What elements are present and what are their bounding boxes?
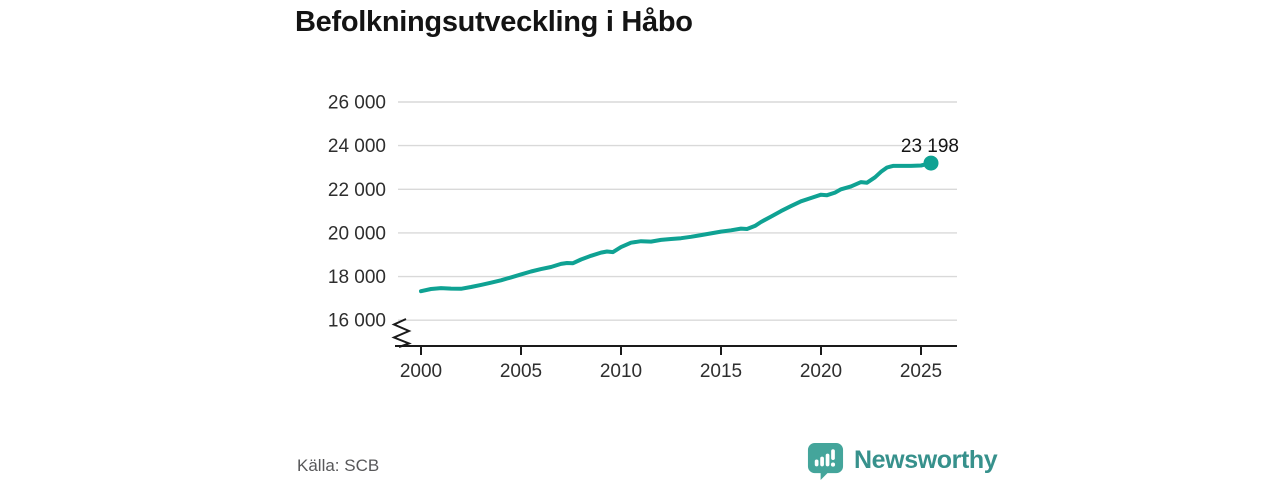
bar-chart-glyph <box>814 449 836 467</box>
x-axis-tick-label: 2005 <box>500 361 542 382</box>
x-axis-tick-label: 2010 <box>600 361 642 382</box>
x-axis-tick-label: 2020 <box>800 361 842 382</box>
y-axis-tick-label: 18 000 <box>328 267 386 288</box>
speech-bubble-shape <box>807 442 844 480</box>
y-axis-break-zigzag <box>391 318 412 348</box>
source-note: Källa: SCB <box>297 456 380 475</box>
population-series-line <box>419 161 933 294</box>
y-axis-tick-label: 20 000 <box>328 223 386 244</box>
x-axis-tick-label: 2015 <box>700 361 742 382</box>
y-axis-tick-label: 24 000 <box>328 136 386 157</box>
newsworthy-logo: Newsworthy <box>806 441 998 480</box>
latest-value-label: 23 198 <box>901 136 959 157</box>
newsworthy-speech-bubble-bar-chart-icon <box>807 442 844 480</box>
x-axis-tick-label: 2000 <box>400 361 442 382</box>
page-title: Befolkningsutveckling i Håbo <box>295 6 693 38</box>
latest-value-marker <box>923 155 939 171</box>
y-axis-tick-label: 26 000 <box>328 93 386 114</box>
newsworthy-wordmark: Newsworthy <box>854 446 998 474</box>
y-axis-tick-label: 22 000 <box>328 180 386 201</box>
y-axis-tick-label: 16 000 <box>328 311 386 332</box>
x-axis-tick-label: 2025 <box>900 361 942 382</box>
